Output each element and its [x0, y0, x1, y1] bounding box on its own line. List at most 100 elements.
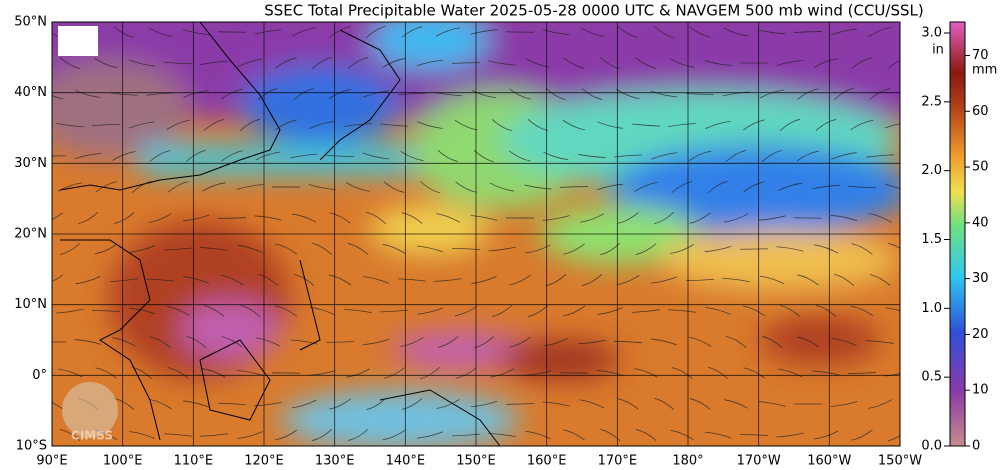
streamline [257, 273, 279, 286]
streamline [218, 217, 246, 219]
streamline [275, 243, 298, 255]
streamline [146, 278, 174, 282]
streamline [723, 27, 749, 37]
lon-label: 170°W [737, 454, 781, 469]
streamline [668, 123, 696, 127]
streamline [185, 149, 206, 163]
in-tick-label: 1.0 [921, 301, 942, 316]
streamline [617, 398, 639, 410]
in-tick-label: 1.5 [921, 232, 942, 247]
streamline [705, 307, 731, 315]
streamline [200, 433, 228, 437]
streamline [220, 274, 244, 286]
streamline [708, 366, 729, 380]
lon-label: 180° [672, 454, 703, 469]
streamline [632, 309, 660, 313]
streamline [761, 149, 782, 162]
lon-label: 140°E [386, 454, 426, 469]
ssec-logo [58, 26, 98, 56]
streamline [743, 181, 765, 193]
streamline [722, 277, 750, 283]
lon-label: 90°E [36, 454, 67, 469]
streamline [707, 180, 728, 194]
streamline [149, 336, 171, 348]
streamline [362, 338, 390, 346]
streamline [346, 182, 370, 192]
mm-tick-label: 0 [972, 439, 980, 454]
streamline [491, 119, 512, 132]
streamline [888, 242, 900, 250]
streamline [291, 213, 317, 223]
mm-tick-label: 60 [972, 104, 989, 119]
streamline [794, 217, 823, 219]
streamline [221, 150, 243, 162]
streamline [182, 28, 210, 36]
streamline [237, 58, 263, 68]
streamline [796, 150, 820, 162]
streamline [132, 366, 153, 380]
streamline [742, 119, 765, 131]
streamline [94, 57, 118, 69]
streamline [812, 370, 840, 376]
streamline [490, 368, 515, 378]
streamline [164, 61, 192, 65]
streamline [524, 184, 552, 190]
streamline [635, 57, 657, 69]
streamline [382, 243, 406, 255]
streamline [776, 60, 804, 66]
streamline [221, 336, 243, 348]
streamline [689, 26, 711, 38]
streamline [670, 429, 694, 440]
streamline [74, 339, 102, 345]
streamline [509, 88, 531, 100]
streamline [401, 212, 423, 224]
streamline [758, 215, 786, 221]
streamline [435, 27, 460, 37]
streamline [705, 120, 731, 130]
streamline [148, 27, 172, 37]
streamline [237, 431, 263, 439]
streamline [347, 429, 369, 442]
streamline [128, 59, 155, 67]
streamline [600, 428, 621, 442]
streamline [815, 119, 837, 131]
streamline [563, 243, 585, 255]
colorbar-unit-in: in [932, 43, 944, 58]
streamline [888, 434, 900, 442]
streamline [128, 307, 156, 315]
lon-label: 150°E [456, 454, 496, 469]
streamline [616, 274, 640, 286]
streamline [148, 398, 172, 410]
streamline [780, 304, 801, 317]
streamline [528, 305, 549, 318]
streamline [470, 400, 498, 408]
streamline [131, 180, 152, 194]
streamline [110, 278, 138, 282]
streamline [689, 212, 711, 224]
streamline [78, 211, 99, 225]
streamline [689, 398, 711, 410]
streamline [274, 429, 298, 441]
streamline [506, 403, 535, 405]
streamline [742, 305, 766, 317]
streamline [454, 119, 478, 131]
streamline [704, 245, 732, 253]
streamline [346, 368, 371, 378]
streamline [653, 25, 674, 39]
logo-text: CIMSS [71, 429, 113, 443]
streamline [885, 307, 900, 311]
streamline [312, 429, 333, 442]
streamline [546, 274, 567, 287]
streamline [654, 397, 675, 411]
streamline [848, 372, 876, 374]
streamline [632, 123, 660, 127]
streamline [56, 122, 84, 128]
streamline [417, 121, 443, 129]
streamline [562, 119, 586, 131]
streamline [437, 336, 459, 348]
streamline [722, 91, 750, 97]
streamline [329, 212, 351, 224]
streamline [400, 150, 424, 162]
streamline [779, 118, 800, 131]
